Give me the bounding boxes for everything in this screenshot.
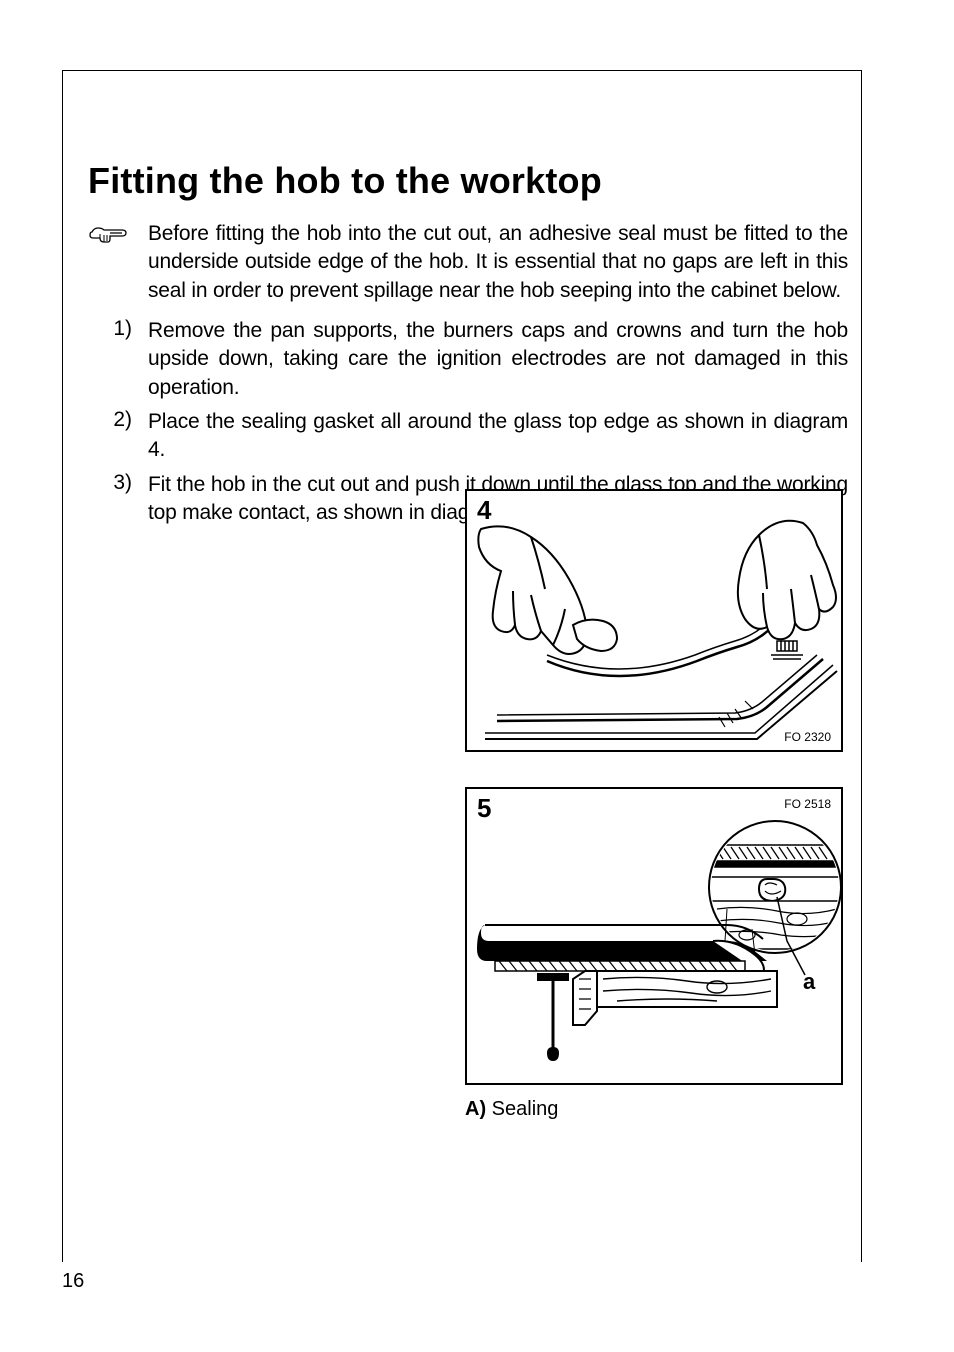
step-number: 3) (108, 471, 148, 528)
figure-label-a: a (803, 969, 815, 995)
diagram-4-illustration (467, 491, 845, 754)
page-content: Fitting the hob to the worktop Before fi… (88, 160, 848, 533)
diagram-5-illustration (467, 789, 845, 1087)
step-text: Place the sealing gasket all around the … (148, 408, 848, 465)
step-number: 2) (108, 408, 148, 465)
figure-caption: A) Sealing (465, 1098, 558, 1121)
page-number: 16 (62, 1270, 84, 1293)
figure-number: 4 (477, 495, 491, 526)
figure-fo-label: FO 2320 (784, 730, 831, 744)
caption-prefix: A) (465, 1098, 486, 1120)
figure-4: 4 FO 2320 (465, 489, 843, 752)
figure-fo-label: FO 2518 (784, 797, 831, 811)
step-number: 1) (108, 317, 148, 402)
intro-row: Before fitting the hob into the cut out,… (88, 220, 848, 305)
step-item: 2) Place the sealing gasket all around t… (108, 408, 848, 465)
step-text: Remove the pan supports, the burners cap… (148, 317, 848, 402)
section-title: Fitting the hob to the worktop (88, 160, 848, 202)
figure-number: 5 (477, 793, 491, 824)
step-item: 1) Remove the pan supports, the burners … (108, 317, 848, 402)
caption-text: Sealing (486, 1098, 558, 1120)
intro-paragraph: Before fitting the hob into the cut out,… (148, 220, 848, 305)
pointing-hand-icon (88, 220, 148, 251)
figure-5: 5 FO 2518 a (465, 787, 843, 1085)
